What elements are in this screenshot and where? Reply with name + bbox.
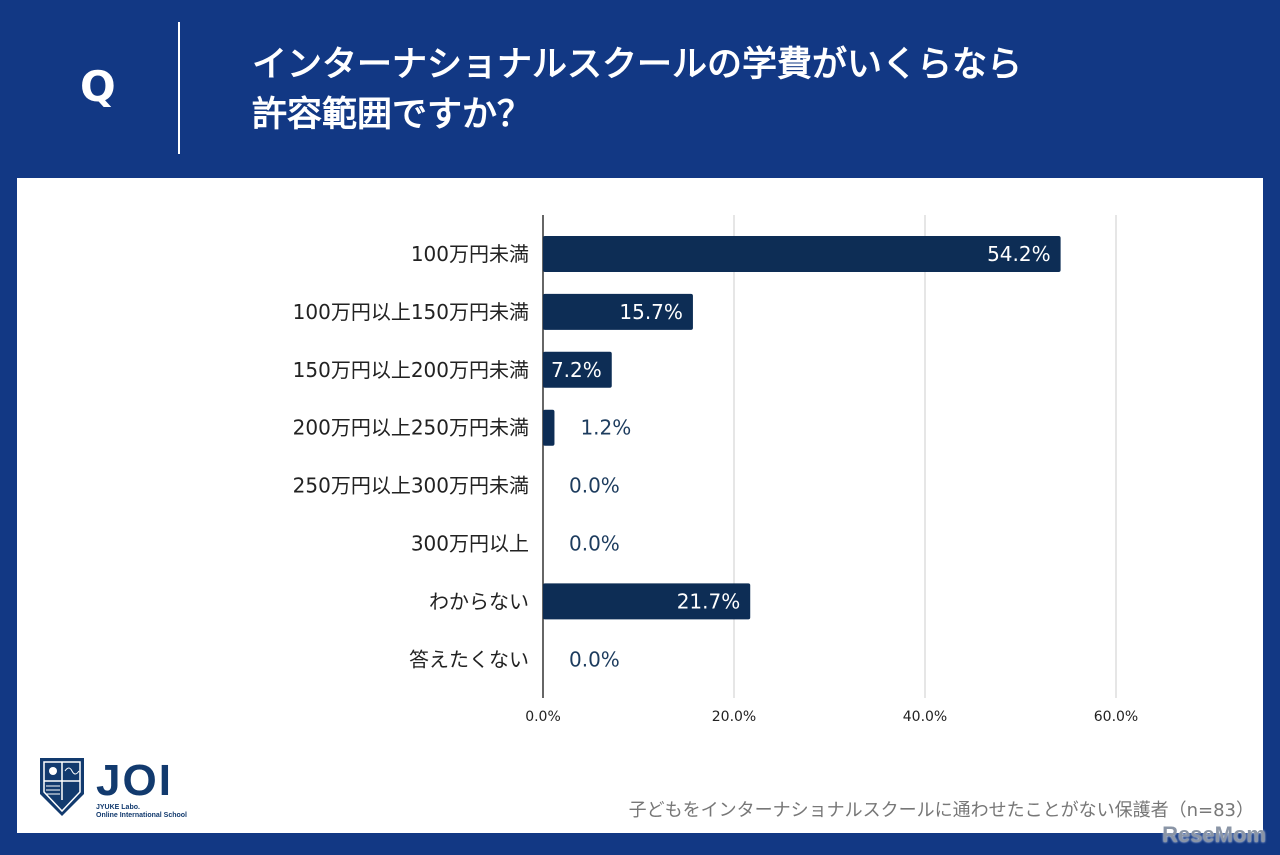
- bar: [543, 409, 555, 446]
- logo-subtitle: JYUKE Labo. Online International School: [96, 804, 188, 819]
- chart-panel: [17, 178, 1263, 833]
- category-label: わからない: [429, 589, 529, 613]
- data-label: 54.2%: [987, 242, 1051, 266]
- data-label: 1.2%: [580, 416, 631, 440]
- data-label: 7.2%: [551, 358, 602, 382]
- sample-note: 子どもをインターナショナルスクールに通わせたことがない保護者（n=83）: [628, 800, 1254, 821]
- data-label: 21.7%: [677, 589, 741, 613]
- title-line-1: インターナショナルスクールの学費がいくらなら: [252, 45, 1023, 85]
- category-label: 100万円未満: [411, 242, 529, 266]
- category-label: 答えたくない: [409, 647, 529, 671]
- logo-text: JOI: [96, 756, 173, 805]
- category-label: 250万円以上300万円未満: [293, 474, 529, 498]
- joi-shield-logo: [40, 758, 84, 816]
- title-line-2: 許容範囲ですか？: [252, 95, 533, 135]
- data-label: 0.0%: [569, 474, 620, 498]
- x-tick-label: 0.0%: [525, 709, 561, 725]
- category-label: 200万円以上250万円未満: [293, 416, 529, 440]
- x-tick-label: 60.0%: [1094, 709, 1138, 725]
- bar: [543, 236, 1061, 272]
- category-label: 100万円以上150万円未満: [293, 300, 529, 324]
- bar: [543, 351, 612, 388]
- data-label: 15.7%: [619, 300, 683, 324]
- page-title: インターナショナルスクールの学費がいくらなら 許容範囲ですか？: [252, 40, 1212, 140]
- data-label: 0.0%: [569, 532, 620, 556]
- x-tick-label: 20.0%: [712, 709, 756, 725]
- watermark: ReseMom: [1162, 822, 1266, 847]
- data-label: 0.0%: [569, 647, 620, 671]
- x-tick-label: 40.0%: [903, 709, 947, 725]
- q-label: Q: [80, 62, 116, 111]
- category-label: 300万円以上: [411, 532, 529, 556]
- category-label: 150万円以上200万円未満: [293, 358, 529, 382]
- divider: [178, 22, 180, 154]
- bar: [543, 293, 693, 330]
- bar: [543, 583, 751, 620]
